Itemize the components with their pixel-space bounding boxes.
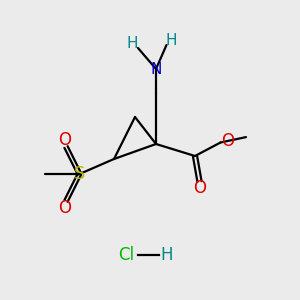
Text: O: O xyxy=(193,179,206,197)
Text: H: H xyxy=(165,33,177,48)
Text: O: O xyxy=(221,132,235,150)
Text: H: H xyxy=(127,36,138,51)
Text: N: N xyxy=(150,61,162,76)
Text: O: O xyxy=(58,199,71,217)
Text: O: O xyxy=(58,131,71,149)
Text: Cl: Cl xyxy=(118,246,134,264)
Text: H: H xyxy=(160,246,173,264)
Text: S: S xyxy=(74,165,85,183)
